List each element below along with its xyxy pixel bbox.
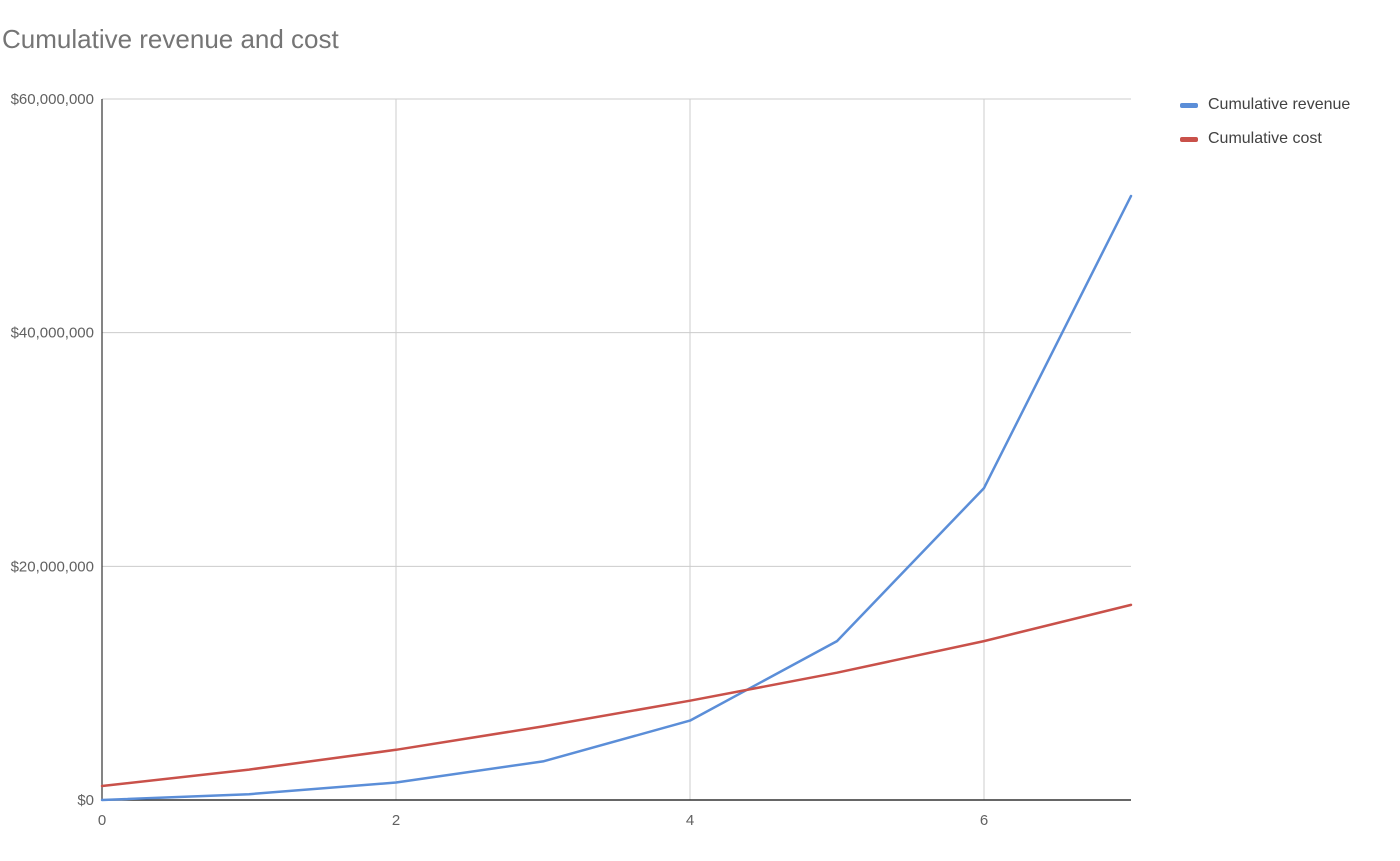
legend-item-cost[interactable]: Cumulative cost bbox=[1180, 122, 1350, 156]
legend-swatch-cost bbox=[1180, 136, 1198, 142]
y-tick-label: $40,000,000 bbox=[11, 325, 94, 342]
y-tick-label: $0 bbox=[77, 792, 94, 809]
axes bbox=[101, 99, 1131, 801]
legend-item-revenue[interactable]: Cumulative revenue bbox=[1180, 88, 1350, 122]
x-tick-label: 4 bbox=[686, 812, 694, 829]
x-tick-label: 2 bbox=[392, 812, 400, 829]
series-line-revenue[interactable] bbox=[100, 194, 1133, 802]
y-tick-label: $20,000,000 bbox=[11, 558, 94, 575]
legend-label-revenue: Cumulative revenue bbox=[1208, 96, 1351, 113]
series-line-cost[interactable] bbox=[100, 603, 1133, 788]
chart-title: Cumulative revenue and cost bbox=[2, 24, 339, 54]
y-tick-label: $60,000,000 bbox=[11, 91, 94, 108]
legend-swatch-revenue bbox=[1180, 102, 1198, 108]
x-tick-label: 0 bbox=[98, 812, 106, 829]
x-tick-label: 6 bbox=[980, 812, 988, 829]
gridlines bbox=[102, 98, 1131, 800]
tick-labels: $0 $20,000,000 $40,000,000 $60,000,000 0 2 4 6 bbox=[11, 91, 989, 829]
series-lines bbox=[100, 194, 1133, 802]
legend-label-cost: Cumulative cost bbox=[1208, 130, 1322, 147]
legend: Cumulative revenue Cumulative cost bbox=[1180, 88, 1350, 156]
